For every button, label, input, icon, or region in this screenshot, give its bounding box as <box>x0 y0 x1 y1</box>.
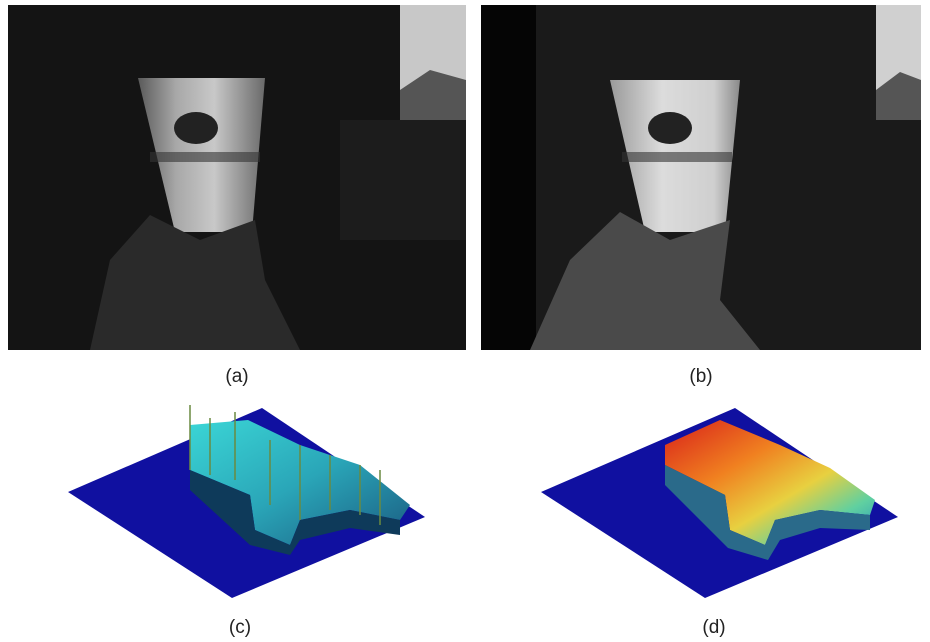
surface-c <box>68 405 425 598</box>
caption: (c) <box>229 617 251 638</box>
photo-a <box>8 5 466 350</box>
surface-d <box>541 408 898 598</box>
caption: (d) <box>702 617 725 638</box>
photo-b <box>481 5 921 350</box>
caption: (b) <box>689 366 712 387</box>
caption: (a) <box>225 366 248 387</box>
figure: (a) (b) (c) (d) <box>0 0 930 642</box>
